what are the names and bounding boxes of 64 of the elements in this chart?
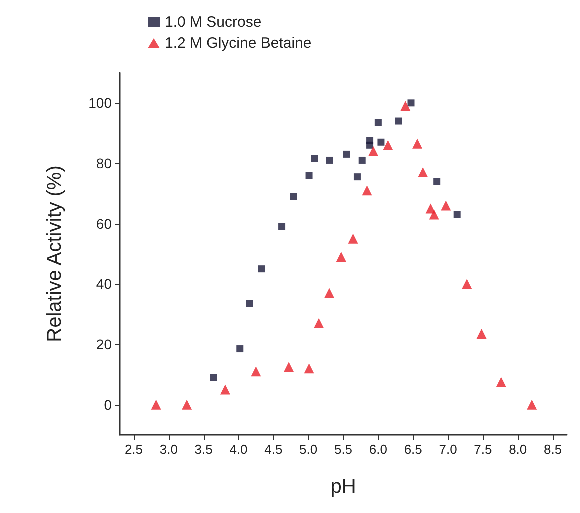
point — [412, 138, 423, 149]
x-tick-label: 5.0 — [300, 442, 318, 457]
point — [358, 156, 366, 164]
y-tick-label: 20 — [96, 336, 112, 352]
x-tick-label: 8.0 — [509, 442, 528, 457]
point — [362, 186, 372, 196]
point — [246, 300, 254, 308]
point — [326, 156, 334, 164]
point — [324, 288, 335, 298]
point — [408, 100, 415, 107]
x-tick-label: 8.5 — [544, 442, 562, 457]
x-axis-title: pH — [330, 476, 356, 498]
legend-label: 1.0 M Sucrose — [165, 14, 262, 31]
point — [354, 174, 361, 181]
point — [441, 200, 452, 211]
point — [418, 168, 428, 178]
x-tick-label: 3.5 — [194, 442, 213, 457]
point — [236, 346, 244, 353]
y-tick-label: 0 — [104, 396, 112, 413]
point — [378, 138, 385, 146]
point — [395, 118, 402, 125]
y-axis-title: Relative Activity (%) — [44, 166, 66, 342]
point — [278, 223, 286, 230]
x-tick-label: 6.5 — [404, 442, 422, 457]
point — [462, 279, 472, 290]
point — [151, 400, 162, 410]
y-tick-label: 80 — [96, 156, 112, 172]
point — [306, 172, 313, 180]
point — [496, 377, 506, 388]
point — [383, 140, 394, 150]
point — [454, 211, 461, 218]
point — [374, 119, 382, 126]
point — [290, 193, 298, 200]
point — [400, 101, 411, 112]
point — [258, 266, 266, 273]
y-tick-label: 60 — [96, 216, 112, 232]
point — [434, 178, 441, 186]
point — [476, 328, 487, 339]
y-tick-label: 100 — [88, 95, 112, 112]
legend-label: 1.2 M Glycine Betaine — [165, 35, 312, 52]
point — [182, 400, 192, 410]
x-tick-label: 5.5 — [334, 442, 353, 457]
x-tick-label: 6.0 — [369, 442, 388, 457]
x-tick-label: 7.0 — [439, 442, 458, 457]
point — [336, 252, 346, 262]
x-tick-label: 4.0 — [230, 442, 248, 457]
point — [284, 362, 294, 372]
point — [304, 364, 314, 374]
point — [314, 318, 324, 328]
point — [368, 146, 379, 156]
x-tick-label: 2.5 — [124, 442, 144, 457]
point — [429, 210, 440, 220]
x-tick-label: 4.5 — [264, 442, 283, 457]
point — [220, 384, 230, 395]
point — [251, 366, 262, 377]
point — [348, 234, 358, 244]
x-tick-label: 3.0 — [160, 442, 178, 457]
point — [210, 374, 218, 382]
point — [343, 150, 350, 158]
point — [311, 155, 318, 162]
y-tick-label: 40 — [96, 276, 112, 292]
x-tick-label: 7.5 — [474, 442, 492, 457]
point — [366, 142, 374, 149]
point — [527, 400, 538, 410]
